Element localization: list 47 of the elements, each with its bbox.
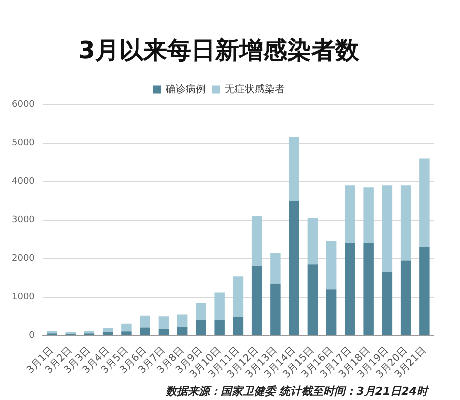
bar xyxy=(252,216,262,267)
bar xyxy=(233,276,244,318)
bar xyxy=(196,320,206,336)
bar xyxy=(233,317,244,336)
bar xyxy=(102,328,114,332)
y-tick-label: 1000 xyxy=(12,292,36,303)
bar xyxy=(270,284,281,336)
bar xyxy=(289,201,300,336)
chart-title: 3月以来每日新增感染者数 xyxy=(78,36,360,65)
bar xyxy=(177,327,188,336)
bar xyxy=(252,266,262,336)
bar xyxy=(140,316,150,328)
bar xyxy=(400,186,412,261)
bar xyxy=(177,314,188,328)
y-tick-label: 2000 xyxy=(12,254,36,264)
legend-label: 无症状感染者 xyxy=(225,83,285,96)
bar xyxy=(400,260,412,336)
bar xyxy=(289,138,300,202)
bar xyxy=(140,328,150,336)
source-note: 数据来源：国家卫健委 统计截至时间：3月21日24时 xyxy=(166,384,428,399)
bar xyxy=(102,332,114,336)
y-tick-label: 3000 xyxy=(12,216,36,226)
bar xyxy=(420,158,430,248)
bar xyxy=(364,243,374,336)
bar xyxy=(382,186,393,272)
bar xyxy=(308,264,318,336)
legend-label: 确诊病例 xyxy=(165,83,206,96)
bar xyxy=(326,242,337,290)
y-tick-label: 5000 xyxy=(12,138,36,149)
y-tick-label: 6000 xyxy=(12,100,36,110)
bar xyxy=(345,243,356,336)
bar xyxy=(158,328,170,336)
bar xyxy=(122,332,132,336)
y-tick-label: 0 xyxy=(29,331,36,342)
bar xyxy=(158,316,170,329)
bar xyxy=(196,304,206,320)
bar xyxy=(122,324,132,332)
bar xyxy=(214,292,225,320)
bar xyxy=(345,186,356,244)
bar xyxy=(308,218,318,265)
bar xyxy=(364,188,374,244)
y-tick-label: 4000 xyxy=(12,177,36,188)
bar xyxy=(270,253,281,284)
bar xyxy=(214,320,225,336)
bar xyxy=(420,247,430,336)
bar xyxy=(326,290,337,336)
bar xyxy=(382,272,393,336)
